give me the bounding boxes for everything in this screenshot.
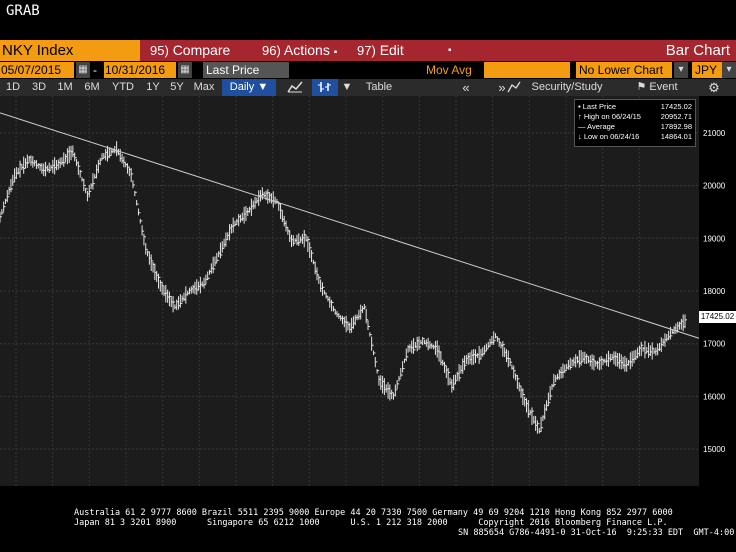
period-toolbar: 1D 3D 1M 6M YTD 1Y 5Y Max Daily ▼ ▼ Tabl… [0, 79, 736, 96]
period-ytd[interactable]: YTD [112, 81, 134, 93]
period-6m[interactable]: 6M [84, 81, 100, 93]
field-select[interactable]: Last Price [203, 62, 289, 78]
footer-session-line: SN 885654 G786-4491-0 31-Oct-16 9:25:33 … [458, 528, 735, 538]
y-tick-label: 16000 [703, 392, 726, 401]
scroll-right-icon[interactable]: » [498, 80, 506, 95]
edit-number: 97) [357, 43, 376, 58]
actions-number: 96) [262, 43, 281, 58]
period-1m[interactable]: 1M [57, 81, 73, 93]
y-tick-label: 20000 [703, 182, 726, 191]
end-date-input[interactable]: 10/31/2016 [104, 62, 176, 78]
legend-item: ↑ High on 06/24/15 20952.71 [578, 112, 692, 122]
event-label: Event [649, 81, 678, 93]
settings-toolbar: 05/07/2015 ▦ - 10/31/2016 ▦ Last Price M… [0, 61, 736, 79]
actions-dropdown-icon: ▪ [333, 47, 338, 58]
currency-dropdown-icon[interactable]: ▾ [722, 62, 736, 78]
period-1y[interactable]: 1Y [146, 81, 160, 93]
legend-item-value: 14864.01 [660, 132, 692, 141]
calendar-icon[interactable]: ▦ [76, 62, 90, 78]
legend-item: — Average 17892.98 [578, 122, 692, 132]
trendline [0, 112, 700, 339]
title-strip: GRAB [0, 0, 736, 38]
edit-dropdown-icon[interactable]: ▪ [448, 45, 452, 56]
footer-contacts-line2: Japan 81 3 3201 8900 Singapore 65 6212 1… [74, 518, 668, 528]
actions-button[interactable]: 96) Actions ▪ [262, 40, 337, 61]
period-5y[interactable]: 5Y [170, 81, 184, 93]
y-tick-label: 21000 [703, 129, 726, 138]
legend-item-label: — Average [578, 122, 615, 131]
frequency-label: Daily [229, 81, 255, 93]
event-button[interactable]: ⚑ Event [626, 79, 688, 96]
edit-button[interactable]: 97) Edit [357, 40, 404, 61]
table-button[interactable]: Table [365, 81, 393, 93]
legend-item-value: 17425.02 [660, 102, 692, 111]
annotate-icon[interactable] [504, 79, 524, 96]
legend-item-label: ↓ Low on 06/24/16 [578, 132, 640, 141]
y-tick-label: 18000 [703, 287, 726, 296]
bar-chart-icon[interactable] [312, 79, 338, 96]
start-date-input[interactable]: 05/07/2015 [0, 62, 74, 78]
period-3d[interactable]: 3D [31, 81, 47, 93]
compare-number: 95) [150, 43, 169, 58]
y-tick-label: 15000 [703, 445, 726, 454]
security-study-button[interactable]: Security/Study [531, 81, 603, 93]
study-input[interactable] [484, 62, 570, 78]
chart-type-label[interactable]: Bar Chart [665, 42, 730, 59]
currency-select[interactable]: JPY [692, 62, 722, 78]
last-price-tag: 17425.02 [699, 311, 736, 323]
legend-item-label: ▪ Last Price [578, 102, 617, 111]
footer-contacts-line1: Australia 61 2 9777 8600 Brazil 5511 239… [74, 508, 673, 518]
frequency-select[interactable]: Daily ▼ [222, 79, 276, 96]
legend-item: ▪ Last Price 17425.02 [578, 102, 692, 112]
compare-label: Compare [172, 42, 231, 58]
legend-item: ↓ Low on 06/24/16 14864.01 [578, 132, 692, 142]
last-price-tag-value: 17425.02 [700, 312, 735, 321]
ticker-field[interactable]: NKY Index [0, 40, 140, 61]
frequency-dropdown-icon: ▼ [257, 81, 269, 93]
scroll-left-icon[interactable]: « [462, 80, 470, 95]
lower-chart-dropdown-icon[interactable]: ▾ [674, 62, 688, 78]
calendar-end-icon[interactable]: ▦ [178, 62, 192, 78]
footer: Australia 61 2 9777 8600 Brazil 5511 239… [0, 486, 736, 552]
actions-label: Actions [283, 42, 330, 58]
compare-button[interactable]: 95) Compare [150, 40, 230, 61]
app-title: GRAB [6, 3, 40, 19]
legend-item-value: 20952.71 [660, 112, 692, 121]
legend-item-value: 17892.98 [660, 122, 692, 131]
line-chart-icon[interactable] [284, 79, 306, 96]
period-1d[interactable]: 1D [5, 81, 21, 93]
y-tick-label: 17000 [703, 340, 726, 349]
lower-chart-select[interactable]: No Lower Chart [576, 62, 672, 78]
period-max[interactable]: Max [193, 81, 215, 93]
date-separator: - [93, 63, 97, 77]
edit-label: Edit [379, 42, 404, 58]
study-label: Mov Avg [426, 63, 472, 77]
chart-style-dropdown-icon[interactable]: ▼ [341, 81, 353, 93]
legend-item-label: ↑ High on 06/24/15 [578, 112, 641, 121]
flag-icon: ⚑ [636, 81, 647, 93]
legend-box: ▪ Last Price 17425.02 ↑ High on 06/24/15 20… [574, 99, 696, 147]
main-toolbar: NKY Index 95) Compare 96) Actions ▪ 97) … [0, 40, 736, 61]
y-tick-label: 19000 [703, 234, 726, 243]
gear-icon[interactable]: ⚙ [708, 80, 720, 95]
